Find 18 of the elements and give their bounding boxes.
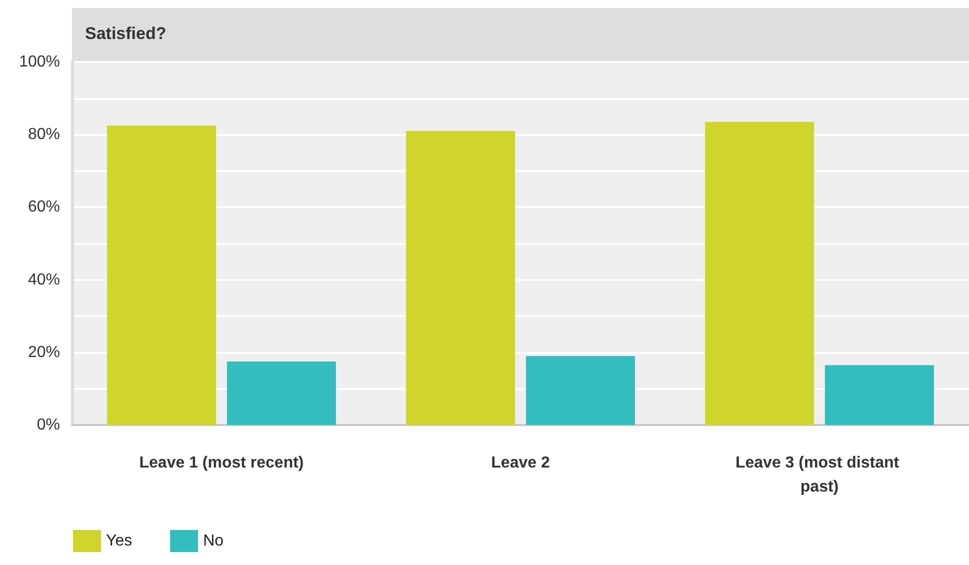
legend-label: Yes xyxy=(106,532,132,550)
y-tick-label: 20% xyxy=(28,344,60,361)
x-tick-label: Leave 1 (most recent) xyxy=(139,454,304,472)
bar xyxy=(406,130,516,425)
legend-label: No xyxy=(203,532,224,550)
bar xyxy=(705,122,814,425)
bar xyxy=(107,126,216,425)
y-tick-label: 0% xyxy=(36,416,60,434)
x-tick-label: Leave 3 (most distant past) xyxy=(735,454,904,496)
x-tick-label: Leave 2 xyxy=(491,454,550,472)
chart-title: Satisfied? xyxy=(85,24,166,43)
bar xyxy=(824,365,934,425)
bar xyxy=(526,356,635,425)
y-tick-label: 100% xyxy=(19,54,60,70)
y-tick-label: 40% xyxy=(28,271,60,288)
bar xyxy=(226,361,336,425)
y-tick-label: 80% xyxy=(28,126,60,144)
y-tick-label: 60% xyxy=(28,198,60,216)
